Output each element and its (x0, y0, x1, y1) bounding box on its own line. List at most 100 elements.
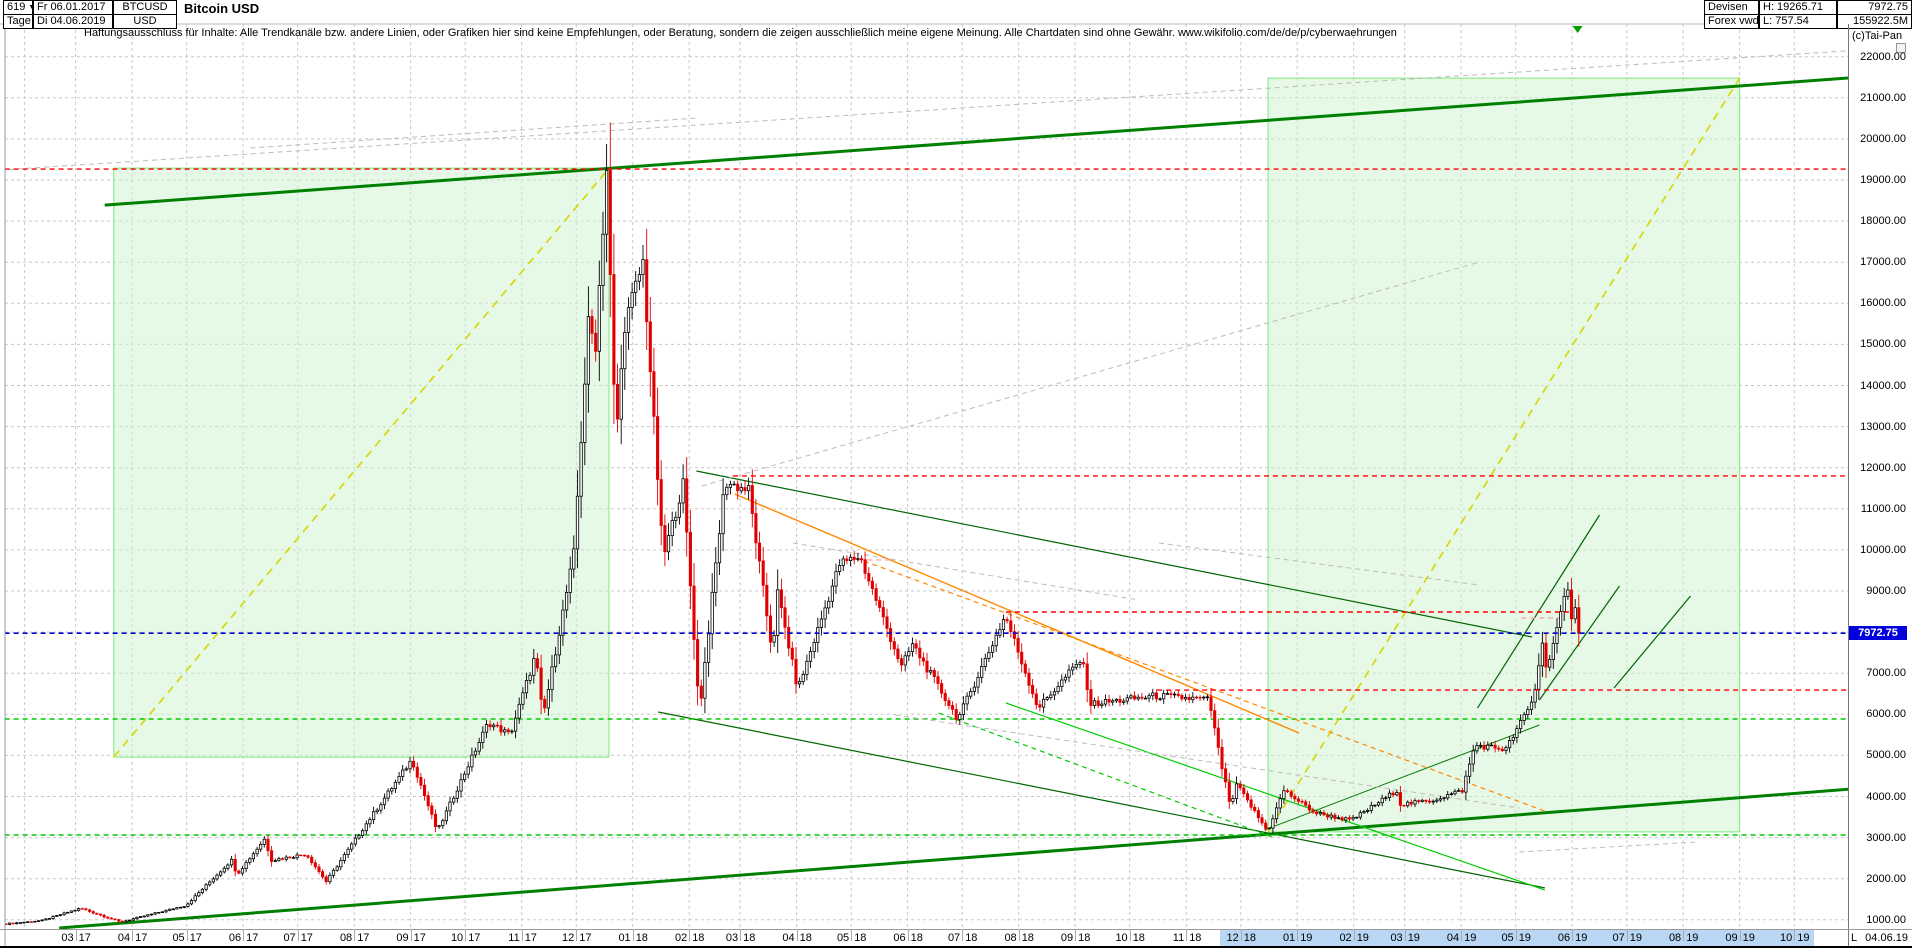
x-axis-label-year: 18 (1078, 932, 1091, 944)
x-axis-tick (521, 929, 523, 941)
x-axis-tick (1404, 929, 1406, 941)
x-axis-label-year: 19 (1300, 932, 1313, 944)
x-axis-label-year: 18 (910, 932, 923, 944)
y-axis-label: 12000.00 (1860, 461, 1906, 474)
x-axis-tick (796, 929, 798, 941)
x-axis-label-month: 06 (1557, 932, 1571, 944)
x-axis-tick (1018, 929, 1020, 941)
x-axis-label-month: 11 (508, 932, 520, 944)
x-axis-label-year: 18 (635, 932, 648, 944)
x-axis-tick (1515, 929, 1517, 941)
major-uptrend-resistance (104, 76, 1848, 207)
y-axis-label: 2000.00 (1866, 872, 1906, 885)
y-axis-label: 15000.00 (1860, 338, 1906, 351)
axis-separator (1848, 24, 1849, 947)
x-axis-tick (1626, 929, 1628, 941)
end-date-cell: Di 04.06.2019 (33, 14, 113, 29)
yellow-projection-2017 (113, 167, 610, 758)
y-axis-label: 9000.00 (1866, 585, 1906, 597)
gray-channel-top (5, 50, 1848, 171)
candle-bodies-down (5, 170, 1581, 926)
x-axis-label-year: 19 (1356, 932, 1369, 944)
gray-channel-top2 (250, 117, 699, 149)
x-axis-label-year: 18 (1132, 932, 1145, 944)
x-axis-tick (1240, 929, 1242, 941)
x-axis-label-year: 17 (300, 932, 313, 944)
x-axis-label-year: 19 (1686, 932, 1699, 944)
x-axis-label-year: 17 (413, 932, 426, 944)
y-axis-label: 19000.00 (1860, 174, 1906, 186)
x-axis-label-year: 19 (1518, 932, 1531, 944)
x-axis-tick (1075, 929, 1077, 941)
y-axis-label: 5000.00 (1866, 749, 1906, 762)
y-axis-label: 13000.00 (1860, 420, 1906, 433)
y-axis-label: 21000.00 (1860, 91, 1906, 104)
x-axis-tick (354, 929, 356, 941)
gray-low-2 (1519, 841, 1698, 853)
y-axis-label: 3000.00 (1866, 831, 1906, 844)
x-axis-tick (1353, 929, 1355, 941)
y-axis-label: 16000.00 (1860, 297, 1906, 310)
x-axis-tick (1739, 929, 1741, 941)
x-axis-label-month: 07 (947, 932, 961, 944)
x-axis-label-month: 01 (618, 932, 631, 944)
x-axis-label-month: 02 (674, 932, 688, 944)
x-axis-label-month: 11 (1172, 932, 1185, 944)
disclaimer-text: Haftungsausschluss für Inhalte: Alle Tre… (84, 27, 1397, 39)
x-axis-tick (410, 929, 412, 941)
x-axis-tick (632, 929, 634, 941)
x-axis-tick (689, 929, 691, 941)
x-axis-label-year: 18 (799, 932, 812, 944)
corner-resize-box[interactable] (1896, 43, 1906, 53)
x-axis-label-month: 05 (1501, 932, 1514, 944)
x-axis-tick (1129, 929, 1131, 941)
category-cell: Devisen (1704, 0, 1759, 15)
bottom-border (0, 946, 1912, 948)
x-axis-label-month: 05 (836, 932, 850, 944)
x-axis-label-year: 18 (965, 932, 978, 944)
x-axis-label-year: 19 (1464, 932, 1477, 944)
x-axis-label-year: 17 (357, 932, 370, 944)
x-axis-label-year: 19 (1407, 932, 1420, 944)
x-axis-label-year: 19 (1575, 932, 1588, 944)
x-axis-label-month: 10 (1780, 932, 1793, 944)
gray-mid-1 (792, 542, 1139, 601)
x-axis-label-month: 03 (61, 932, 74, 944)
x-axis-tick (186, 929, 188, 941)
x-axis-label-year: 18 (854, 932, 867, 944)
x-axis-label-year: 19 (1742, 932, 1755, 944)
current-date-marker-icon (1572, 26, 1583, 33)
rally-channel-c (1613, 595, 1691, 689)
x-axis-label-month: 09 (1060, 932, 1074, 944)
x-axis-label-month: 06 (228, 932, 242, 944)
projection-box-2019 (1267, 77, 1741, 833)
x-axis-top-border (0, 929, 1912, 930)
x-axis-label-month: 07 (1612, 932, 1625, 944)
period-dropdown[interactable]: Tage ▼ (3, 14, 33, 29)
symbol-cell: BTCUSD (113, 0, 177, 15)
y-axis-label: 17000.00 (1860, 256, 1906, 269)
period-high-cell: H: 19265.71 (1759, 0, 1837, 15)
x-axis-tick (297, 929, 299, 941)
x-axis-label-month: 06 (893, 932, 906, 944)
y-axis-label: 22000.00 (1860, 50, 1906, 63)
currency-cell: USD (113, 14, 177, 29)
y-axis-label: 11000.00 (1860, 502, 1906, 515)
last-price-cell: 7972.75 (1837, 0, 1912, 15)
x-axis-label-year: 17 (468, 932, 481, 944)
x-axis-tick (907, 929, 909, 941)
y-axis-label: 4000.00 (1866, 790, 1906, 803)
x-axis-label-month: 07 (283, 932, 296, 944)
x-axis-label-year: 18 (692, 932, 705, 944)
x-axis-tick (1186, 929, 1188, 941)
downtrend-2018-upper (696, 470, 1533, 638)
candle-bodies-up (7, 169, 1577, 925)
source-cell: Forex vwd (1704, 14, 1759, 29)
bars-count-dropdown[interactable]: 619 ▼ (3, 0, 33, 15)
x-axis-label-month: 04 (1446, 932, 1460, 944)
copyright-label: (c)Tai-Pan (1852, 30, 1903, 42)
x-axis-label-month: 08 (1668, 932, 1682, 944)
x-axis-label-year: 18 (1189, 932, 1202, 944)
